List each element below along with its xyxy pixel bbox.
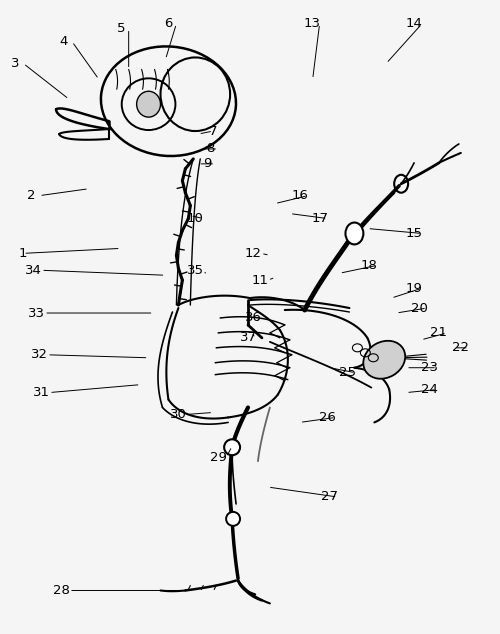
Text: 15: 15 (406, 227, 422, 240)
Text: 18: 18 (361, 259, 378, 272)
Text: 20: 20 (410, 302, 428, 314)
Text: 12: 12 (244, 247, 262, 260)
Text: 19: 19 (406, 281, 422, 295)
Text: 5: 5 (116, 22, 125, 35)
Text: 10: 10 (187, 212, 204, 225)
Ellipse shape (226, 512, 240, 526)
Text: 34: 34 (25, 264, 42, 277)
Text: 31: 31 (32, 386, 50, 399)
Ellipse shape (364, 341, 405, 378)
Text: 29: 29 (210, 451, 226, 463)
Text: 28: 28 (52, 584, 70, 597)
Text: 4: 4 (60, 35, 68, 48)
Text: 36: 36 (244, 311, 262, 325)
Text: 2: 2 (27, 189, 36, 202)
Text: 7: 7 (209, 124, 218, 138)
Ellipse shape (346, 223, 364, 244)
Text: 14: 14 (406, 17, 422, 30)
Text: 25: 25 (339, 366, 356, 379)
Text: 17: 17 (311, 212, 328, 225)
Text: 6: 6 (164, 17, 172, 30)
Text: 16: 16 (292, 189, 308, 202)
Ellipse shape (136, 91, 160, 117)
Text: 23: 23 (420, 361, 438, 374)
Text: 32: 32 (30, 348, 48, 361)
Text: 26: 26 (319, 411, 336, 424)
Text: 1: 1 (19, 247, 28, 260)
Text: 37: 37 (240, 332, 256, 344)
Text: 11: 11 (252, 274, 268, 287)
Text: 21: 21 (430, 327, 448, 339)
Text: 33: 33 (28, 306, 44, 320)
Text: 3: 3 (11, 57, 20, 70)
Text: 24: 24 (420, 383, 438, 396)
Text: 13: 13 (303, 17, 320, 30)
Text: 30: 30 (170, 408, 187, 421)
Ellipse shape (224, 439, 240, 455)
Text: 35: 35 (187, 264, 204, 277)
Text: 27: 27 (321, 491, 338, 503)
Text: 22: 22 (452, 341, 469, 354)
Text: 9: 9 (203, 157, 211, 171)
Text: 8: 8 (206, 143, 214, 155)
